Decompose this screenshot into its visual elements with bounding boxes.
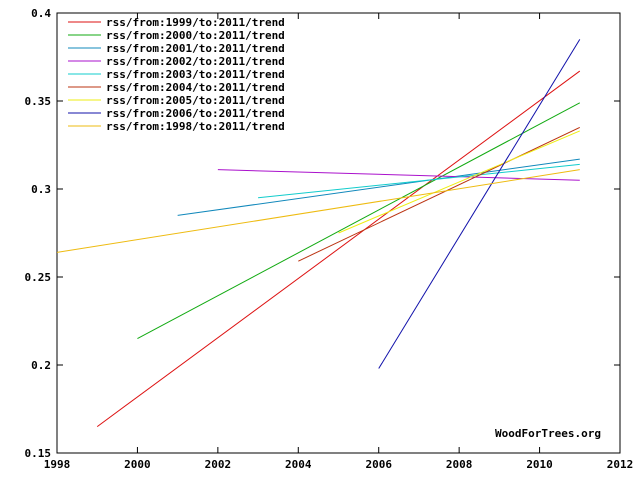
x-tick-label: 1998 bbox=[44, 458, 71, 471]
series-line-6 bbox=[338, 130, 580, 234]
x-tick-label: 2012 bbox=[607, 458, 634, 471]
series-line-1 bbox=[137, 102, 581, 340]
series-line-7 bbox=[378, 39, 581, 369]
legend-label: rss/from:2006/to:2011/trend bbox=[106, 107, 285, 120]
legend-label: rss/from:1999/to:2011/trend bbox=[106, 16, 285, 29]
series-line-4 bbox=[258, 163, 580, 199]
y-tick-label: 0.15 bbox=[25, 447, 52, 460]
y-tick-label: 0.25 bbox=[25, 271, 52, 284]
y-tick-label: 0.35 bbox=[25, 95, 52, 108]
legend-label: rss/from:2000/to:2011/trend bbox=[106, 29, 285, 42]
series-line-0 bbox=[96, 70, 581, 428]
legend-label: rss/from:1998/to:2011/trend bbox=[106, 120, 285, 133]
x-tick-label: 2000 bbox=[124, 458, 151, 471]
y-tick-label: 0.3 bbox=[31, 183, 51, 196]
series-line-8 bbox=[56, 169, 580, 253]
plot-frame bbox=[56, 12, 621, 454]
legend-label: rss/from:2003/to:2011/trend bbox=[106, 68, 285, 81]
x-tick-label: 2004 bbox=[285, 458, 312, 471]
legend: rss/from:1999/to:2011/trendrss/from:2000… bbox=[68, 16, 285, 133]
legend-label: rss/from:2004/to:2011/trend bbox=[106, 81, 285, 94]
series-line-2 bbox=[177, 158, 580, 216]
x-tick-label: 2002 bbox=[205, 458, 232, 471]
legend-label: rss/from:2002/to:2011/trend bbox=[106, 55, 285, 68]
series-line-3 bbox=[217, 169, 580, 181]
legend-label: rss/from:2001/to:2011/trend bbox=[106, 42, 285, 55]
series-lines bbox=[56, 39, 581, 428]
series-line-5 bbox=[298, 126, 581, 262]
legend-label: rss/from:2005/to:2011/trend bbox=[106, 94, 285, 107]
x-tick-label: 2008 bbox=[446, 458, 473, 471]
watermark: WoodForTrees.org bbox=[495, 427, 601, 440]
y-tick-label: 0.2 bbox=[31, 359, 51, 372]
axis-ticks: 1998 2000 2002 2004 2006 2008 2010 2012 0.15 0.2 0… bbox=[25, 7, 634, 471]
y-tick-label: 0.4 bbox=[31, 7, 51, 20]
x-tick-label: 2006 bbox=[365, 458, 392, 471]
x-tick-label: 2010 bbox=[526, 458, 553, 471]
